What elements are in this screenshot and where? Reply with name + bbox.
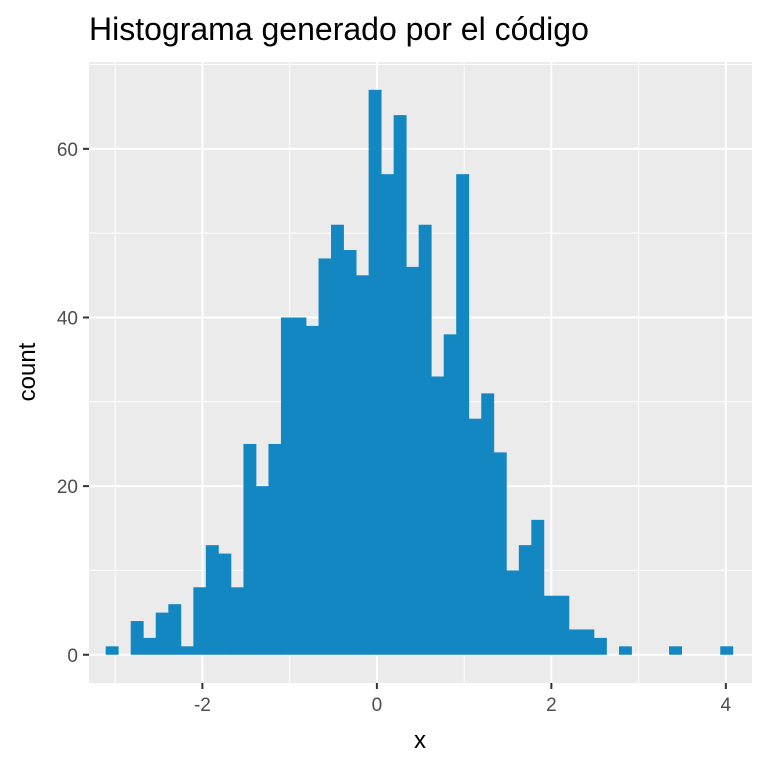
x-tick-label: 0	[372, 695, 383, 716]
x-tick-label: -2	[194, 695, 211, 716]
histogram-bar	[556, 595, 570, 655]
histogram-bar	[381, 174, 395, 655]
x-tick-label: 4	[721, 695, 732, 716]
histogram-bar	[143, 637, 157, 655]
histogram-bar	[243, 443, 257, 655]
y-axis-label: count	[14, 342, 41, 401]
histogram-bar	[443, 334, 457, 655]
histogram-bar	[493, 452, 507, 655]
histogram-bar	[406, 266, 420, 655]
histogram-bar	[431, 376, 445, 655]
histogram-bar	[280, 317, 294, 655]
histogram-bar	[331, 224, 344, 655]
histogram-bar	[130, 621, 144, 655]
histogram-bar	[268, 443, 282, 655]
histogram-bar	[218, 553, 232, 655]
x-axis: -2 0 2 4	[194, 683, 732, 716]
histogram-bar	[506, 570, 520, 655]
histogram-bar	[393, 115, 407, 655]
y-tick-label: 40	[57, 308, 78, 329]
histogram-bar	[568, 629, 582, 655]
histogram-bar	[531, 519, 545, 655]
x-tick-label: 2	[546, 695, 557, 716]
histogram-bars	[105, 89, 734, 655]
histogram-bar	[418, 224, 432, 655]
y-tick-label: 20	[57, 477, 78, 498]
y-tick-label: 0	[67, 646, 78, 667]
histogram-bar	[155, 612, 169, 655]
histogram-bar	[105, 646, 119, 655]
histogram-bar	[230, 587, 244, 655]
histogram-bar	[293, 317, 307, 655]
histogram-bar	[318, 258, 332, 655]
histogram-bar	[356, 275, 369, 655]
histogram-bar	[669, 646, 682, 655]
histogram-bar	[618, 646, 632, 655]
histogram-bar	[481, 393, 495, 655]
histogram-bar	[593, 637, 607, 655]
chart-title: Histograma generado por el código	[89, 11, 589, 47]
x-axis-label: x	[414, 727, 426, 754]
histogram-bar	[343, 250, 357, 655]
y-tick-label: 60	[57, 140, 78, 161]
histogram-bar	[456, 174, 470, 655]
histogram-bar	[468, 418, 482, 655]
histogram-bar	[368, 89, 382, 655]
histogram-bar	[193, 587, 207, 655]
histogram-bar	[581, 629, 595, 655]
histogram-bar	[168, 604, 182, 655]
histogram-bar	[255, 486, 269, 655]
histogram-bar	[518, 545, 532, 655]
histogram-bar	[543, 595, 557, 655]
histogram-bar	[180, 646, 194, 655]
histogram-bar	[720, 646, 734, 655]
histogram-bar	[205, 545, 219, 655]
y-axis: 0 20 40 60	[57, 140, 89, 667]
histogram-bar	[305, 325, 319, 655]
